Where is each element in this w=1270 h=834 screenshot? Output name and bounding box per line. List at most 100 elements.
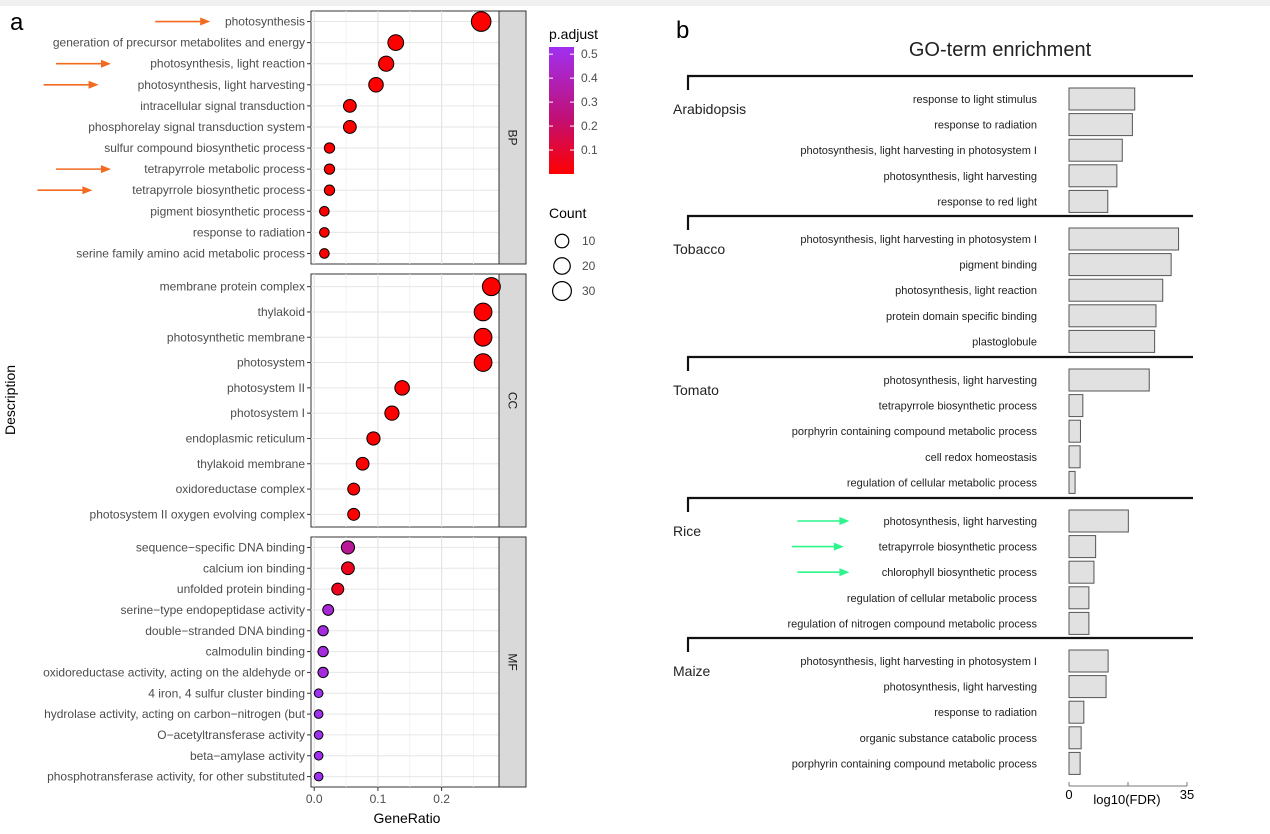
facet-label-cc: CC [506, 392, 520, 410]
dot-bp-1 [387, 34, 405, 51]
x-tick-label: 0 [1065, 787, 1072, 802]
legend-padjust-title: p.adjust [549, 26, 598, 42]
dot-mf-5 [317, 645, 329, 658]
bar-maize-0 [1068, 649, 1109, 673]
term-label: thylakoid [258, 305, 305, 319]
size-legend-circle-20 [553, 257, 571, 275]
group-label-arabidopsis: Arabidopsis [673, 101, 746, 117]
go-term-label: tetrapyrrole biosynthetic process [879, 401, 1038, 413]
term-label: endoplasmic reticulum [186, 431, 305, 445]
size-legend-label: 30 [582, 284, 596, 298]
orange-arrow-icon [43, 80, 99, 89]
dot-cc-4 [394, 380, 410, 396]
bar-tomato-2 [1068, 419, 1081, 443]
size-legend-label: 20 [582, 259, 596, 273]
bar-tomato-3 [1068, 445, 1081, 469]
colorbar-tick-label: 0.3 [581, 95, 598, 109]
go-term-label: organic substance catabolic process [860, 733, 1038, 745]
go-term-label: chlorophyll biosynthetic process [882, 567, 1038, 579]
bar-tobacco-0 [1068, 227, 1180, 251]
bar-rice-3 [1068, 586, 1090, 610]
green-arrow-icon [797, 517, 850, 525]
dot-cc-2 [473, 327, 493, 347]
go-term-label: porphyrin containing compound metabolic … [792, 426, 1038, 438]
padjust-colorbar [549, 47, 574, 174]
x-axis-title-generatio: GeneRatio [374, 810, 441, 826]
term-label: tetrapyrrole biosynthetic process [132, 183, 305, 197]
panel-b-label: b [676, 17, 689, 44]
go-term-label: photosynthesis, light harvesting in phot… [800, 145, 1037, 157]
dot-mf-7 [313, 688, 324, 699]
top-strip [0, 0, 1270, 6]
term-label: calcium ion binding [203, 561, 305, 575]
dot-mf-0 [340, 540, 356, 555]
dot-bp-6 [323, 142, 336, 154]
go-term-label: porphyrin containing compound metabolic … [792, 758, 1038, 770]
barplot-panel-b: Arabidopsis response to light stimulus res… [673, 74, 1194, 802]
bar-rice-2 [1068, 560, 1095, 584]
bar-maize-2 [1068, 700, 1085, 724]
green-arrow-icon [791, 542, 844, 551]
dot-cc-7 [355, 456, 370, 471]
size-legend-circle-30 [552, 281, 572, 301]
term-label: photosynthetic membrane [167, 330, 305, 344]
legend-count-title: Count [549, 205, 586, 221]
bar-arabidopsis-1 [1068, 113, 1133, 137]
bar-tobacco-4 [1068, 329, 1156, 353]
term-label: pigment biosynthetic process [150, 204, 305, 218]
facet-label-bp: BP [506, 129, 520, 145]
bar-arabidopsis-4 [1068, 189, 1109, 213]
facet-panel-cc [310, 273, 500, 528]
bar-rice-4 [1068, 611, 1090, 635]
term-label: phosphorelay signal transduction system [88, 120, 305, 134]
arrow-head [839, 568, 850, 577]
arrow-head [839, 517, 850, 525]
go-term-label: photosynthesis, light harvesting [884, 682, 1037, 694]
dot-bp-9 [319, 205, 330, 217]
dot-mf-11 [313, 771, 324, 782]
term-label: double−stranded DNA binding [145, 624, 305, 638]
green-arrow-icon [797, 568, 850, 577]
go-term-label: regulation of nitrogen compound metaboli… [788, 618, 1038, 630]
term-label: photosystem II oxygen evolving complex [90, 507, 305, 521]
go-term-label: pigment binding [959, 260, 1037, 272]
y-axis-title-description: Description [2, 365, 18, 435]
dot-mf-3 [322, 603, 335, 616]
dotplot-panel-a: BP photosynthesis generation of precursor … [37, 10, 598, 806]
dot-bp-11 [319, 248, 330, 259]
orange-arrow-icon [56, 59, 111, 68]
bar-tomato-1 [1068, 394, 1084, 418]
facet-strip-mf [498, 536, 527, 788]
facet-panel-bp [310, 10, 500, 265]
dot-cc-6 [366, 431, 381, 446]
term-label: photosynthesis, light reaction [150, 57, 305, 71]
term-label: 4 iron, 4 sulfur cluster binding [148, 686, 305, 700]
go-term-label: response to red light [937, 196, 1037, 208]
dot-mf-6 [317, 666, 329, 679]
term-label: photosystem II [227, 381, 305, 395]
bar-maize-4 [1068, 751, 1081, 775]
bar-tomato-0 [1068, 368, 1150, 392]
bar-tobacco-1 [1068, 253, 1172, 277]
colorbar-tick-label: 0.4 [581, 71, 598, 85]
term-label: sequence−specific DNA binding [136, 540, 305, 554]
dot-bp-4 [342, 98, 357, 113]
dot-cc-3 [473, 353, 493, 372]
facet-panel-mf [310, 536, 500, 788]
bar-maize-3 [1068, 726, 1082, 750]
go-term-label: response to radiation [934, 120, 1037, 132]
dot-cc-1 [473, 302, 493, 322]
term-label: calmodulin binding [206, 645, 305, 659]
bar-tomato-4 [1068, 470, 1076, 494]
term-label: photosynthesis [225, 15, 305, 29]
term-label: photosystem [237, 356, 305, 370]
arrow-head [101, 165, 111, 174]
go-term-label: photosynthesis, light harvesting [884, 171, 1037, 183]
bar-arabidopsis-0 [1068, 87, 1136, 111]
go-term-label: tetrapyrrole biosynthetic process [879, 542, 1038, 554]
panel-a-label: a [10, 9, 24, 36]
term-label: beta−amylase activity [190, 749, 305, 763]
go-term-label: regulation of cellular metabolic process [847, 477, 1038, 489]
bar-rice-0 [1068, 509, 1129, 533]
